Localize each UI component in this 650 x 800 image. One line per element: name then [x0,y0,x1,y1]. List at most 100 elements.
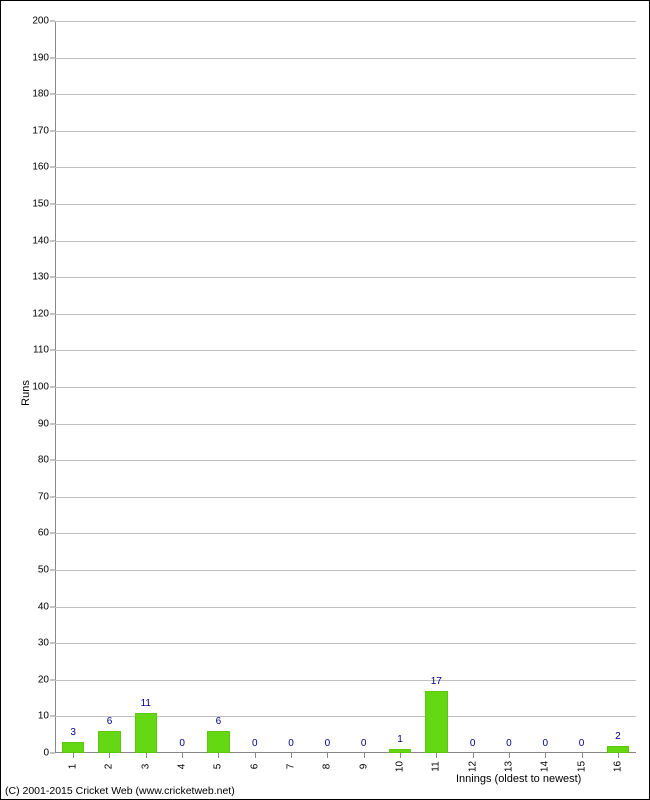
bar-value-label: 0 [579,738,585,749]
x-tick-label: 2 [104,764,115,770]
x-tick-label: 5 [213,764,224,770]
y-tick-mark [50,496,55,497]
x-tick-mark [582,753,583,758]
bar-value-label: 0 [252,738,258,749]
y-tick-mark [50,643,55,644]
x-tick-label: 1 [68,764,79,770]
grid-line [55,497,636,498]
grid-line [55,387,636,388]
y-tick-mark [50,167,55,168]
x-axis-label: Innings (oldest to newest) [456,773,581,785]
y-axis-label: Runs [20,380,32,406]
grid-line [55,58,636,59]
copyright-text: (C) 2001-2015 Cricket Web (www.cricketwe… [5,785,235,797]
y-tick-label: 10 [38,711,49,722]
grid-line [55,94,636,95]
y-tick-label: 130 [32,272,49,283]
x-tick-label: 15 [576,761,587,772]
y-tick-mark [50,570,55,571]
grid-line [55,131,636,132]
bar [135,713,158,753]
bar-value-label: 0 [542,738,548,749]
bar-value-label: 3 [70,727,76,738]
bar-value-label: 6 [216,716,222,727]
bar-value-label: 17 [431,676,442,687]
bar-value-label: 6 [107,716,113,727]
plot-area: 0102030405060708090100110120130140150160… [55,21,636,753]
x-tick-label: 11 [431,761,442,771]
x-tick-mark [109,753,110,758]
y-tick-label: 180 [32,89,49,100]
y-tick-label: 170 [32,125,49,136]
grid-line [55,204,636,205]
y-tick-label: 200 [32,16,49,27]
y-tick-label: 40 [38,601,49,612]
y-tick-label: 140 [32,235,49,246]
x-tick-label: 14 [540,761,551,772]
y-tick-mark [50,240,55,241]
y-tick-mark [50,679,55,680]
y-tick-label: 90 [38,418,49,429]
x-tick-label: 13 [503,761,514,772]
x-tick-mark [545,753,546,758]
y-tick-mark [50,204,55,205]
bar-value-label: 2 [615,731,621,742]
y-tick-mark [50,130,55,131]
x-tick-mark [218,753,219,758]
grid-line [55,607,636,608]
x-tick-mark [400,753,401,758]
x-tick-mark [327,753,328,758]
bar-value-label: 0 [361,738,367,749]
x-tick-label: 9 [358,764,369,770]
grid-line [55,460,636,461]
grid-line [55,241,636,242]
y-tick-label: 60 [38,528,49,539]
y-tick-label: 150 [32,199,49,210]
grid-line [55,167,636,168]
y-tick-label: 80 [38,455,49,466]
chart-container: 0102030405060708090100110120130140150160… [0,0,650,800]
bar-value-label: 0 [506,738,512,749]
x-tick-mark [436,753,437,758]
bar-value-label: 0 [288,738,294,749]
x-tick-mark [182,753,183,758]
x-tick-label: 4 [177,764,188,770]
x-tick-label: 12 [467,761,478,772]
y-tick-mark [50,423,55,424]
x-tick-label: 6 [249,764,260,770]
grid-line [55,350,636,351]
x-tick-mark [364,753,365,758]
y-tick-mark [50,460,55,461]
grid-line [55,424,636,425]
x-tick-label: 8 [322,764,333,770]
bar [98,731,121,753]
y-tick-mark [50,716,55,717]
grid-line [55,277,636,278]
y-tick-mark [50,94,55,95]
x-tick-mark [146,753,147,758]
bar-value-label: 1 [397,734,403,745]
y-tick-label: 190 [32,52,49,63]
x-tick-mark [509,753,510,758]
y-tick-label: 20 [38,674,49,685]
y-tick-mark [50,57,55,58]
y-tick-mark [50,350,55,351]
x-tick-label: 3 [140,764,151,770]
y-tick-mark [50,753,55,754]
bar-value-label: 0 [470,738,476,749]
x-tick-mark [73,753,74,758]
x-tick-mark [473,753,474,758]
bar [607,746,630,753]
x-tick-label: 7 [286,764,297,770]
y-tick-label: 70 [38,491,49,502]
grid-line [55,680,636,681]
grid-line [55,643,636,644]
grid-line [55,314,636,315]
y-tick-label: 50 [38,565,49,576]
y-tick-label: 0 [43,748,49,759]
bar [425,691,448,753]
grid-line [55,21,636,22]
y-tick-mark [50,277,55,278]
y-tick-mark [50,21,55,22]
y-tick-label: 100 [32,382,49,393]
